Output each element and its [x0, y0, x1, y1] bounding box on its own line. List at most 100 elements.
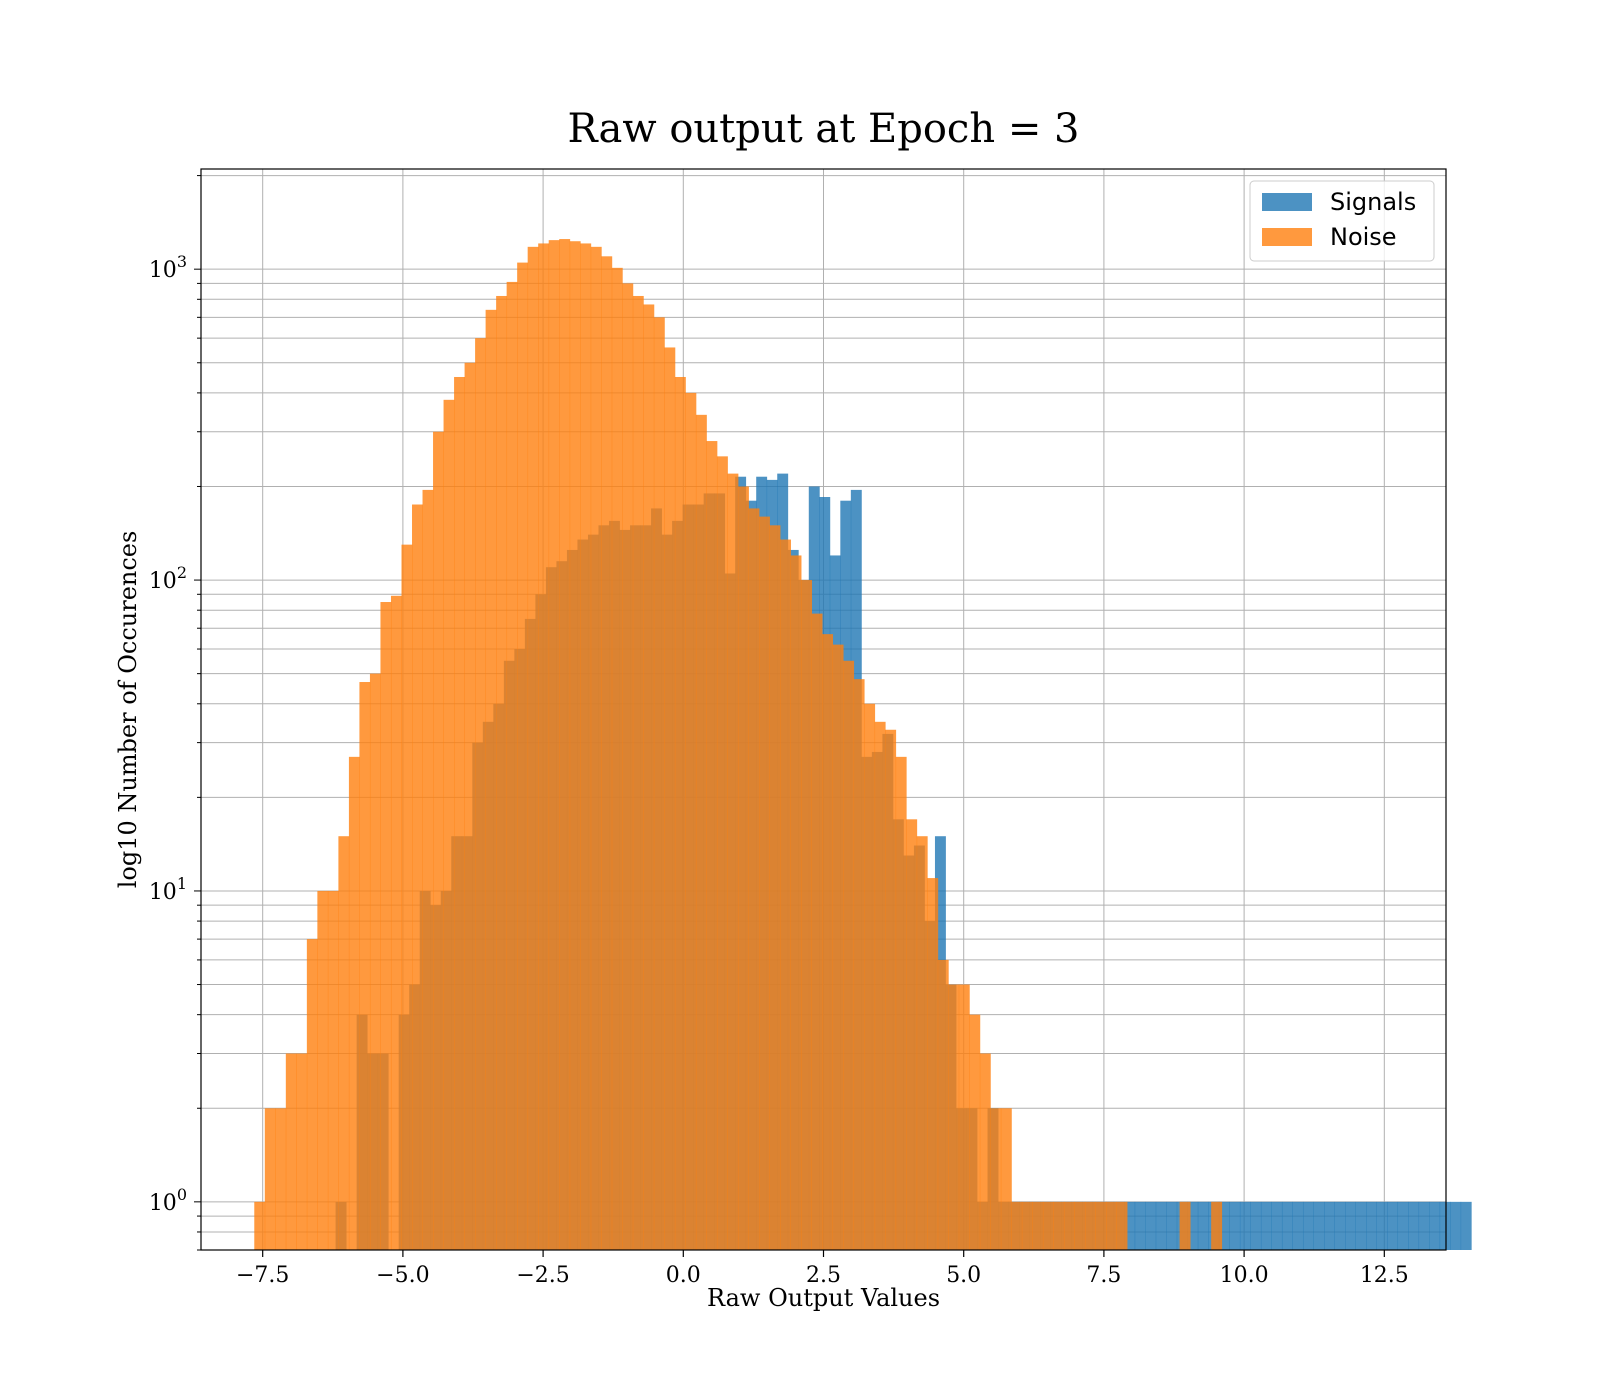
noise-bar: [390, 595, 402, 1250]
signals-bar: [1376, 1201, 1388, 1250]
noise-bar: [895, 756, 907, 1250]
noise-bar: [611, 267, 623, 1251]
signals-bar: [1271, 1201, 1283, 1250]
noise-bar: [1042, 1201, 1054, 1250]
signals-bar: [1397, 1201, 1409, 1250]
noise-bar: [1000, 1108, 1012, 1250]
noise-bar: [275, 1108, 287, 1250]
y-axis-label: log10 Number of Occurences: [114, 531, 142, 889]
signals-bar: [1460, 1201, 1472, 1250]
noise-bar: [285, 1053, 297, 1250]
noise-bar: [590, 246, 602, 1250]
noise-bar: [559, 239, 571, 1251]
legend-label-noise: Noise: [1330, 223, 1397, 251]
noise-bar: [454, 376, 465, 1250]
noise-bar: [969, 1014, 981, 1250]
signals-bar: [1145, 1201, 1157, 1250]
noise-bar: [801, 580, 812, 1250]
noise-bar: [1084, 1201, 1096, 1250]
noise-bar: [380, 602, 392, 1250]
chart-title: Raw output at Epoch = 3: [568, 106, 1080, 152]
x-tick-label: 5.0: [946, 1263, 981, 1288]
noise-bar: [759, 516, 770, 1250]
y-tick-label: 102: [149, 563, 187, 594]
x-tick-label: −5.0: [376, 1263, 429, 1288]
signals-bar: [1355, 1201, 1367, 1250]
noise-bar: [1011, 1201, 1023, 1250]
noise-bar: [664, 347, 676, 1251]
signals-bar: [1124, 1201, 1136, 1250]
noise-bar: [422, 489, 434, 1250]
noise-bar: [874, 721, 886, 1250]
y-tick-label: 100: [149, 1185, 187, 1216]
signals-bar: [1281, 1201, 1293, 1250]
noise-bar: [622, 283, 634, 1250]
noise-bar: [1211, 1201, 1223, 1250]
noise-bar: [1106, 1201, 1117, 1250]
signals-bar: [1439, 1201, 1451, 1250]
x-tick-label: −2.5: [516, 1263, 569, 1288]
x-tick-label: −7.5: [236, 1263, 289, 1288]
noise-bar: [443, 399, 455, 1250]
noise-bar: [948, 984, 960, 1250]
noise-bar: [990, 1108, 1002, 1250]
noise-bar: [401, 544, 413, 1250]
noise-bar: [864, 703, 876, 1250]
noise-bar: [369, 673, 381, 1250]
noise-bar: [916, 836, 928, 1250]
noise-bar: [496, 295, 508, 1251]
signals-bar: [1260, 1201, 1272, 1250]
noise-bar: [1032, 1201, 1044, 1250]
noise-bar: [853, 679, 865, 1250]
noise-bar: [475, 338, 487, 1250]
signals-bar: [1345, 1201, 1356, 1250]
signals-bar: [1218, 1201, 1230, 1250]
noise-bar: [517, 262, 529, 1251]
signals-bar: [1166, 1201, 1178, 1250]
noise-bar: [306, 939, 318, 1250]
signals-bar: [1408, 1201, 1420, 1250]
signals-bar: [1292, 1201, 1304, 1250]
noise-bar: [485, 309, 497, 1251]
noise-bar: [296, 1053, 308, 1250]
noise-bar: [906, 819, 918, 1250]
x-tick-label: 10.0: [1220, 1263, 1269, 1288]
noise-bar: [1179, 1201, 1191, 1250]
noise-bar: [1095, 1201, 1107, 1250]
x-tick-label: 0.0: [666, 1263, 701, 1288]
x-tick-label: 2.5: [806, 1263, 841, 1288]
noise-bar: [937, 959, 949, 1250]
signals-bar: [1239, 1201, 1251, 1250]
noise-bar: [979, 1053, 991, 1250]
noise-bar: [811, 613, 823, 1250]
signals-bar: [1187, 1201, 1199, 1250]
noise-bar: [927, 878, 939, 1250]
noise-bar: [685, 392, 697, 1250]
y-tick-label: 101: [149, 874, 187, 905]
noise-bar: [843, 660, 855, 1250]
noise-bar: [674, 376, 686, 1250]
noise-bar: [822, 634, 834, 1250]
signals-bar: [1324, 1201, 1335, 1250]
noise-bar: [716, 456, 728, 1251]
signals-bar: [1250, 1201, 1262, 1250]
signals-bar: [1387, 1201, 1399, 1250]
signals-bar: [1302, 1201, 1314, 1250]
noise-bar: [769, 525, 781, 1250]
noise-bar: [601, 256, 613, 1250]
bars: [254, 239, 1472, 1251]
signals-bar: [1197, 1201, 1209, 1250]
signals-bar: [1366, 1201, 1377, 1250]
noise-bar: [527, 246, 539, 1250]
noise-bar: [412, 504, 423, 1250]
legend-swatch-noise: [1262, 228, 1312, 246]
noise-bar: [317, 890, 329, 1250]
noise-bar: [727, 473, 739, 1250]
noise-bar: [780, 539, 791, 1250]
x-axis-label: Raw Output Values: [707, 1284, 940, 1312]
noise-bar: [506, 281, 518, 1250]
noise-bar: [327, 890, 339, 1250]
noise-bar: [254, 1201, 266, 1250]
noise-bar: [1116, 1201, 1128, 1250]
